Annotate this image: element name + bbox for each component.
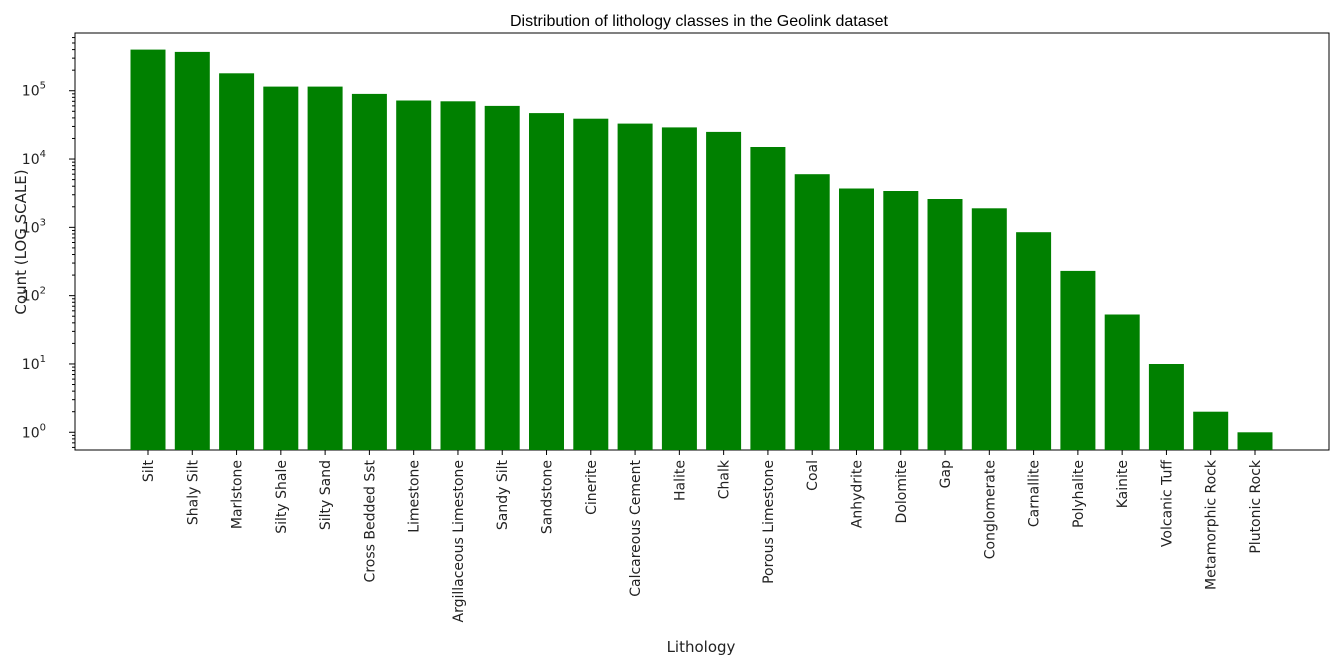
- y-tick-label: 101: [22, 354, 46, 373]
- bar: [396, 100, 432, 450]
- x-tick-label: Anhydrite: [849, 460, 865, 528]
- chart-title: Distribution of lithology classes in the…: [510, 13, 889, 30]
- x-tick-label: Argillaceous Limestone: [451, 460, 467, 623]
- y-tick-label: 104: [22, 149, 46, 168]
- x-tick-label: Conglomerate: [982, 460, 998, 559]
- x-tick-label: Polyhalite: [1071, 460, 1087, 528]
- bar: [1237, 432, 1273, 450]
- x-axis-label: Lithology: [667, 638, 736, 656]
- bar: [130, 49, 166, 450]
- bar: [1104, 314, 1140, 450]
- x-tick-label: Cinerite: [584, 460, 600, 515]
- bar: [971, 208, 1007, 450]
- x-tick-label: Carnallite: [1027, 460, 1043, 527]
- x-tick-label: Metamorphic Rock: [1204, 459, 1220, 590]
- bar: [529, 113, 564, 450]
- x-tick-label: Dolomite: [894, 460, 910, 523]
- x-tick-label: Gap: [938, 460, 954, 488]
- x-tick-label: Coal: [805, 460, 821, 491]
- x-tick-label: Chalk: [717, 459, 733, 499]
- bar: [927, 199, 963, 450]
- bar: [440, 101, 476, 451]
- bar: [1060, 270, 1096, 450]
- x-tick-label: Plutonic Rock: [1248, 459, 1264, 554]
- y-tick-label: 100: [22, 422, 46, 441]
- x-tick-label: Silty Shale: [274, 460, 290, 534]
- plot-area: [74, 32, 1330, 451]
- bar: [750, 147, 786, 450]
- x-tick-label: Porous Limestone: [761, 460, 777, 584]
- bar: [706, 131, 742, 450]
- bar: [484, 105, 520, 451]
- y-axis-label: Count (LOG SCALE): [12, 169, 30, 314]
- x-tick-label: Sandstone: [540, 460, 556, 534]
- x-tick-label: Volcanic Tuff: [1159, 460, 1175, 547]
- x-tick-label: Calcareous Cement: [628, 460, 644, 597]
- x-tick-label: Silt: [141, 459, 157, 482]
- x-tick-label: Silty Sand: [318, 460, 334, 530]
- bar: [1016, 232, 1052, 450]
- bar: [174, 51, 210, 451]
- x-tick-label: Limestone: [407, 460, 423, 533]
- bar: [219, 73, 255, 451]
- bar: [839, 188, 874, 450]
- x-axis: Silt Shaly Silt Marlstone Silty Shale Silty …: [141, 450, 1264, 623]
- bar: [883, 191, 919, 450]
- x-tick-label: Marlstone: [230, 460, 246, 529]
- x-tick-label: Cross Bedded Sst: [362, 460, 378, 583]
- x-tick-label: Kainite: [1115, 460, 1131, 508]
- bar: [617, 123, 653, 450]
- bars-group: [130, 49, 1273, 451]
- bar: [794, 174, 830, 450]
- y-tick-label: 105: [22, 81, 46, 100]
- bar: [351, 93, 387, 451]
- bar: [307, 86, 343, 450]
- bar: [661, 127, 697, 451]
- x-tick-label: Shaly Silt: [185, 459, 201, 525]
- x-tick-label: Halite: [672, 460, 688, 501]
- bar: [1148, 364, 1184, 450]
- x-tick-label: Sandy Silt: [495, 459, 511, 530]
- bar: [263, 86, 299, 450]
- bar: [573, 118, 609, 450]
- bar: [1193, 411, 1229, 450]
